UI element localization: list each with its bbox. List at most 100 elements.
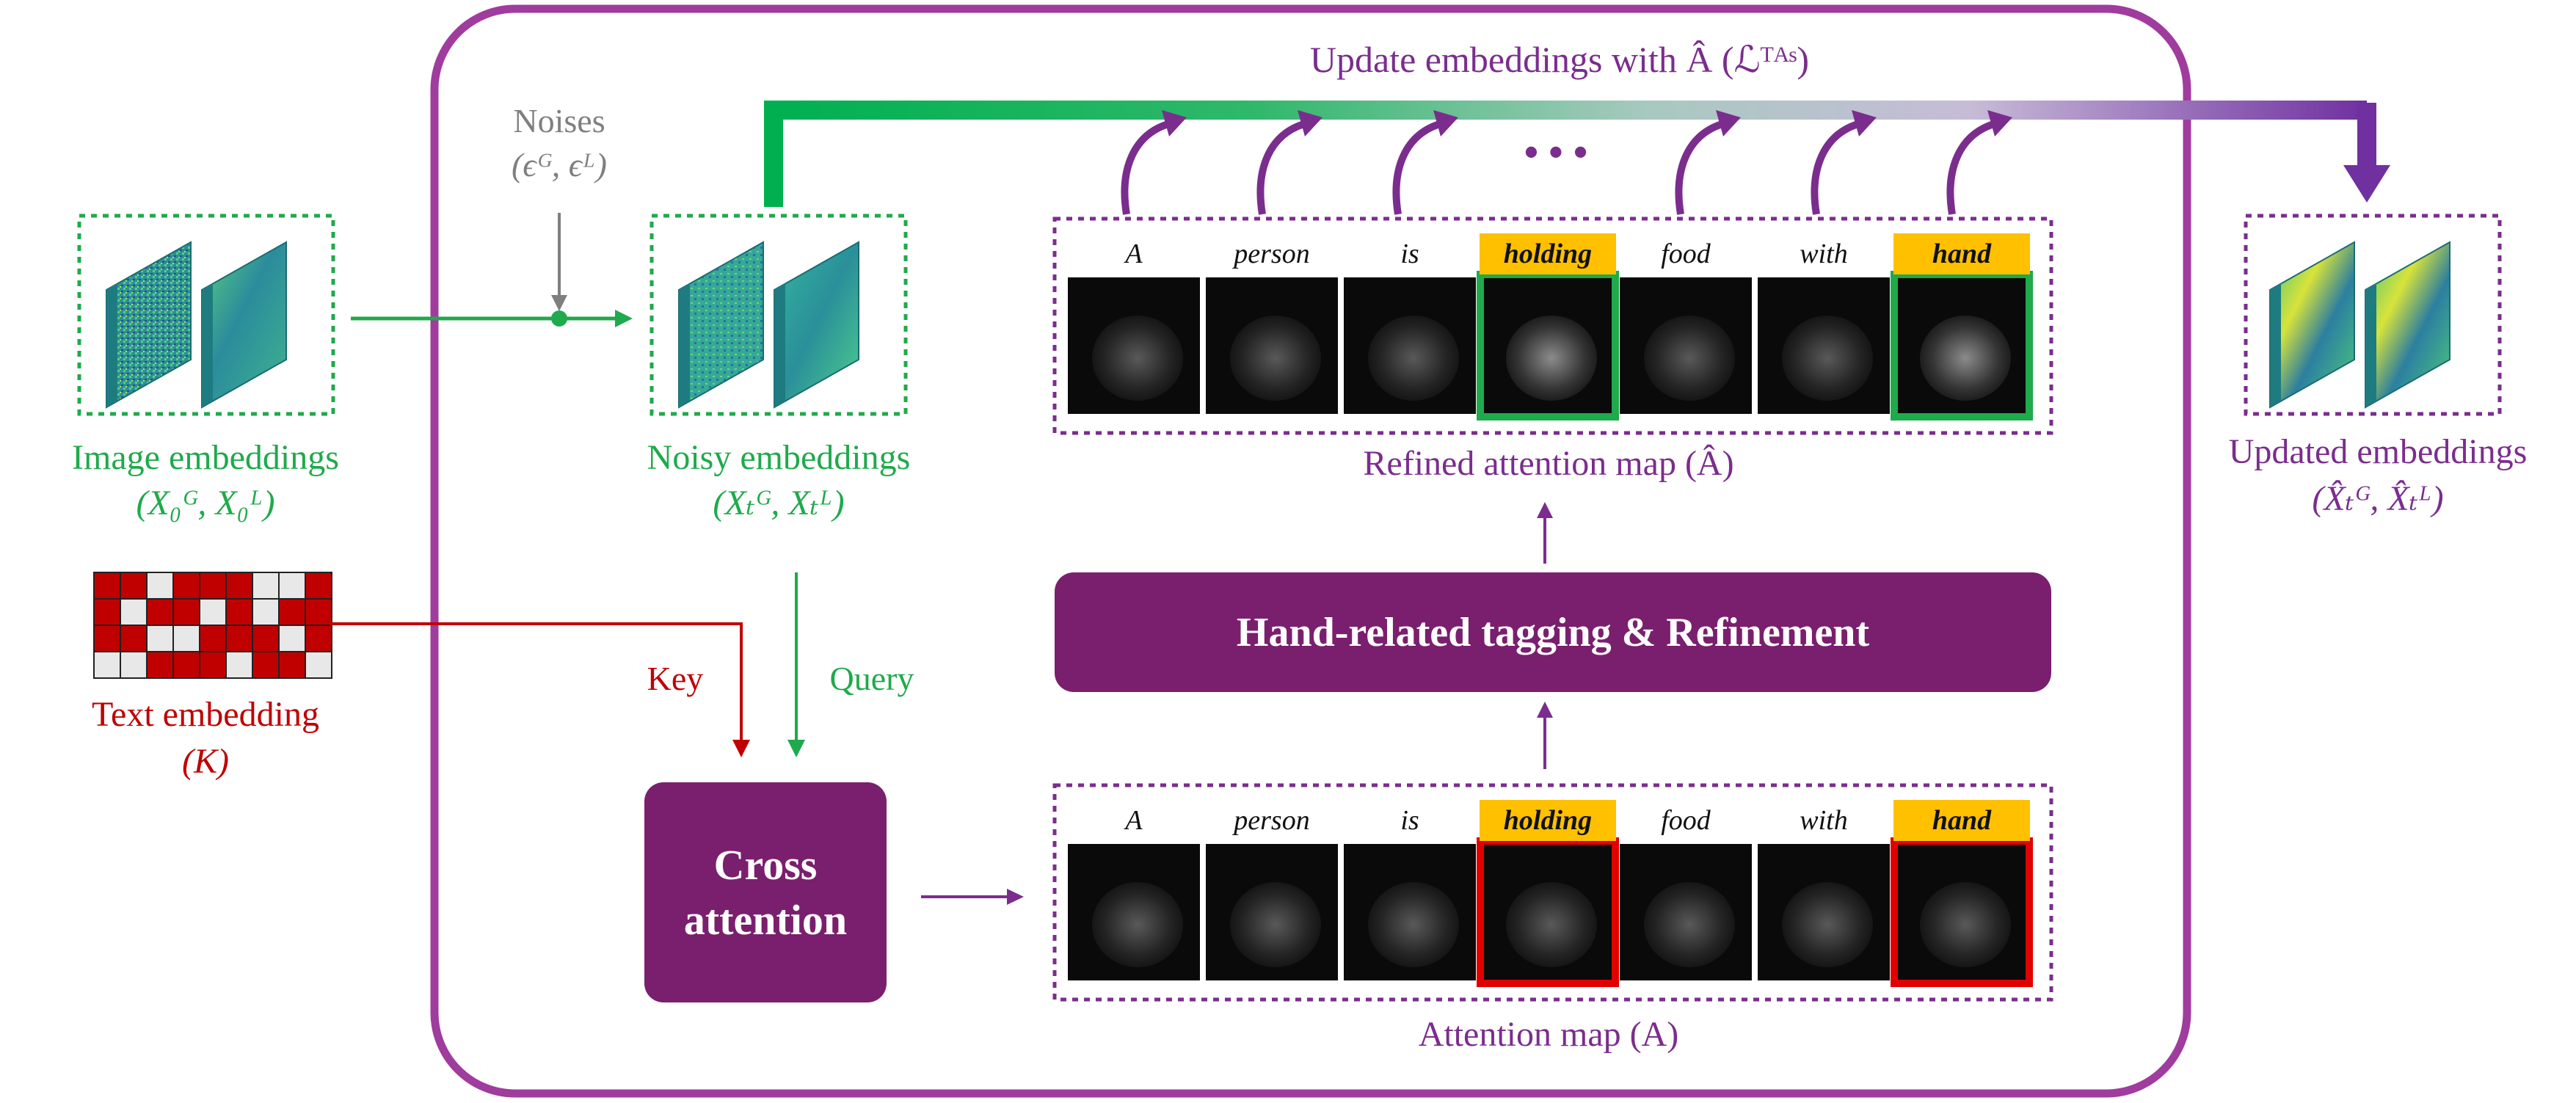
token-A: A [1125, 239, 1143, 269]
text-embedding-label: Text embedding [92, 695, 319, 734]
text-embedding-cell [252, 572, 280, 600]
update-curl-arrow [1946, 120, 1998, 215]
text-embedding-cell [146, 598, 174, 626]
text-embedding-cell [199, 651, 227, 679]
arrow-image-to-noisy-head [615, 310, 633, 327]
text-embedding-cell [93, 651, 121, 679]
update-curl-arrows [1121, 110, 2012, 215]
text-embedding-cell [120, 598, 148, 626]
image-embedding-slab-local [201, 241, 287, 409]
text-embedding-cell [199, 598, 227, 626]
noises-math: (ϵᴳ, ϵᴸ) [511, 146, 607, 183]
attention-map-glow [1782, 882, 1873, 967]
cross-attention-line2: attention [683, 896, 848, 944]
text-embedding-cell [120, 572, 148, 600]
text-embedding-cell [278, 572, 306, 600]
noisy-embeddings-box [650, 214, 908, 416]
arrow-cross-to-map-head [1007, 889, 1024, 905]
update-curl-arrow-head [1852, 110, 1877, 136]
tagged-map-highlight [1477, 271, 1619, 421]
token-holding: holding [1480, 233, 1616, 274]
text-embedding-cell [146, 625, 174, 652]
refined-map-frame [1052, 216, 2053, 435]
token-is: is [1400, 239, 1419, 269]
attention-map-glow [1230, 882, 1321, 967]
token-A: A [1125, 805, 1143, 836]
update-bar-down-head [2343, 165, 2390, 203]
update-curl-arrow [1392, 120, 1444, 215]
text-embedding-cell [120, 625, 148, 652]
refinement-block[interactable]: Hand-related tagging & Refinement [1055, 572, 2051, 692]
ellipsis-label: • • • [1524, 130, 1588, 175]
tagged-map-highlight [1477, 837, 1619, 987]
text-embedding-cell [305, 625, 332, 652]
token-hand: hand [1893, 800, 2030, 841]
text-embedding-cell [93, 572, 121, 600]
cross-attention-block[interactable]: Cross attention [644, 782, 887, 1002]
tagged-map-highlight [1891, 271, 2033, 421]
text-embedding-cell [199, 625, 227, 652]
image-embeddings-box [77, 214, 335, 416]
text-embedding-cell [172, 598, 200, 626]
update-curl-arrow [1811, 120, 1862, 215]
update-bar [764, 101, 2367, 207]
attention-map-glow [1644, 316, 1735, 401]
token-holding: holding [1480, 800, 1616, 841]
attention-map-glow [1092, 882, 1183, 967]
attention-map-glow [1230, 316, 1321, 401]
arrow-query-head [787, 740, 805, 757]
update-curl-arrow [1256, 120, 1308, 215]
text-embedding-cell [225, 651, 253, 679]
noisy-embeddings-math: (Xₜᴳ, Xₜᴸ) [713, 484, 845, 523]
outer-frame [430, 4, 2191, 1098]
text-embedding-cell [278, 625, 306, 652]
output-embeddings-label: Updated embeddings [2228, 432, 2528, 471]
text-embedding-cell [146, 572, 174, 600]
text-embedding-cell [252, 651, 280, 679]
attention-map-label: Attention map (A) [1418, 1015, 1679, 1054]
attention-map-glow [1920, 316, 2011, 401]
update-curl-arrow-head [1987, 110, 2012, 136]
attention-map-glow [1644, 882, 1735, 967]
text-embedding-cell [93, 598, 121, 626]
attention-map-glow [1368, 316, 1459, 401]
update-label: Update embeddings with Â (ℒᵀᴬˢ) [1309, 39, 1810, 80]
text-embedding-cell [278, 598, 306, 626]
image-embedding-slab-global [106, 241, 192, 409]
text-embedding-cell [252, 598, 280, 626]
key-label: Key [647, 660, 704, 697]
text-embedding-cell [252, 625, 280, 652]
arrow-noise-down-head [551, 295, 567, 311]
text-embedding-grid [93, 572, 332, 679]
text-embedding-cell [278, 651, 306, 679]
update-curl-arrow-head [1433, 110, 1458, 136]
tagged-map-highlight [1891, 837, 2033, 987]
attention-map-glow [1782, 316, 1873, 401]
text-embedding-cell [305, 572, 332, 600]
token-person: person [1234, 239, 1310, 269]
text-embedding-cell [172, 651, 200, 679]
arrow-key [330, 622, 743, 745]
update-curl-arrow-head [1716, 110, 1741, 136]
token-hand: hand [1893, 233, 2030, 274]
query-label: Query [829, 660, 914, 697]
attention-map-glow [1920, 882, 2011, 967]
update-curl-arrow [1121, 120, 1172, 215]
token-with: with [1800, 805, 1848, 836]
noisy-embeddings-label: Noisy embeddings [647, 438, 911, 477]
text-embedding-cell [225, 598, 253, 626]
noisy-embedding-slab-local [774, 241, 859, 409]
update-curl-arrow [1675, 120, 1726, 215]
text-embedding-cell [93, 625, 121, 652]
token-with: with [1800, 239, 1848, 269]
output-embedding-slab-global [2269, 241, 2355, 409]
image-embeddings-label: Image embeddings [72, 438, 339, 477]
noisy-embedding-slab-global [678, 241, 764, 409]
arrow-key-head [732, 740, 750, 757]
text-embedding-cell [225, 625, 253, 652]
update-curl-arrow-head [1162, 110, 1187, 136]
output-embedding-slab-local [2365, 241, 2451, 409]
text-embedding-cell [305, 598, 332, 626]
attention-map-glow [1506, 882, 1597, 967]
